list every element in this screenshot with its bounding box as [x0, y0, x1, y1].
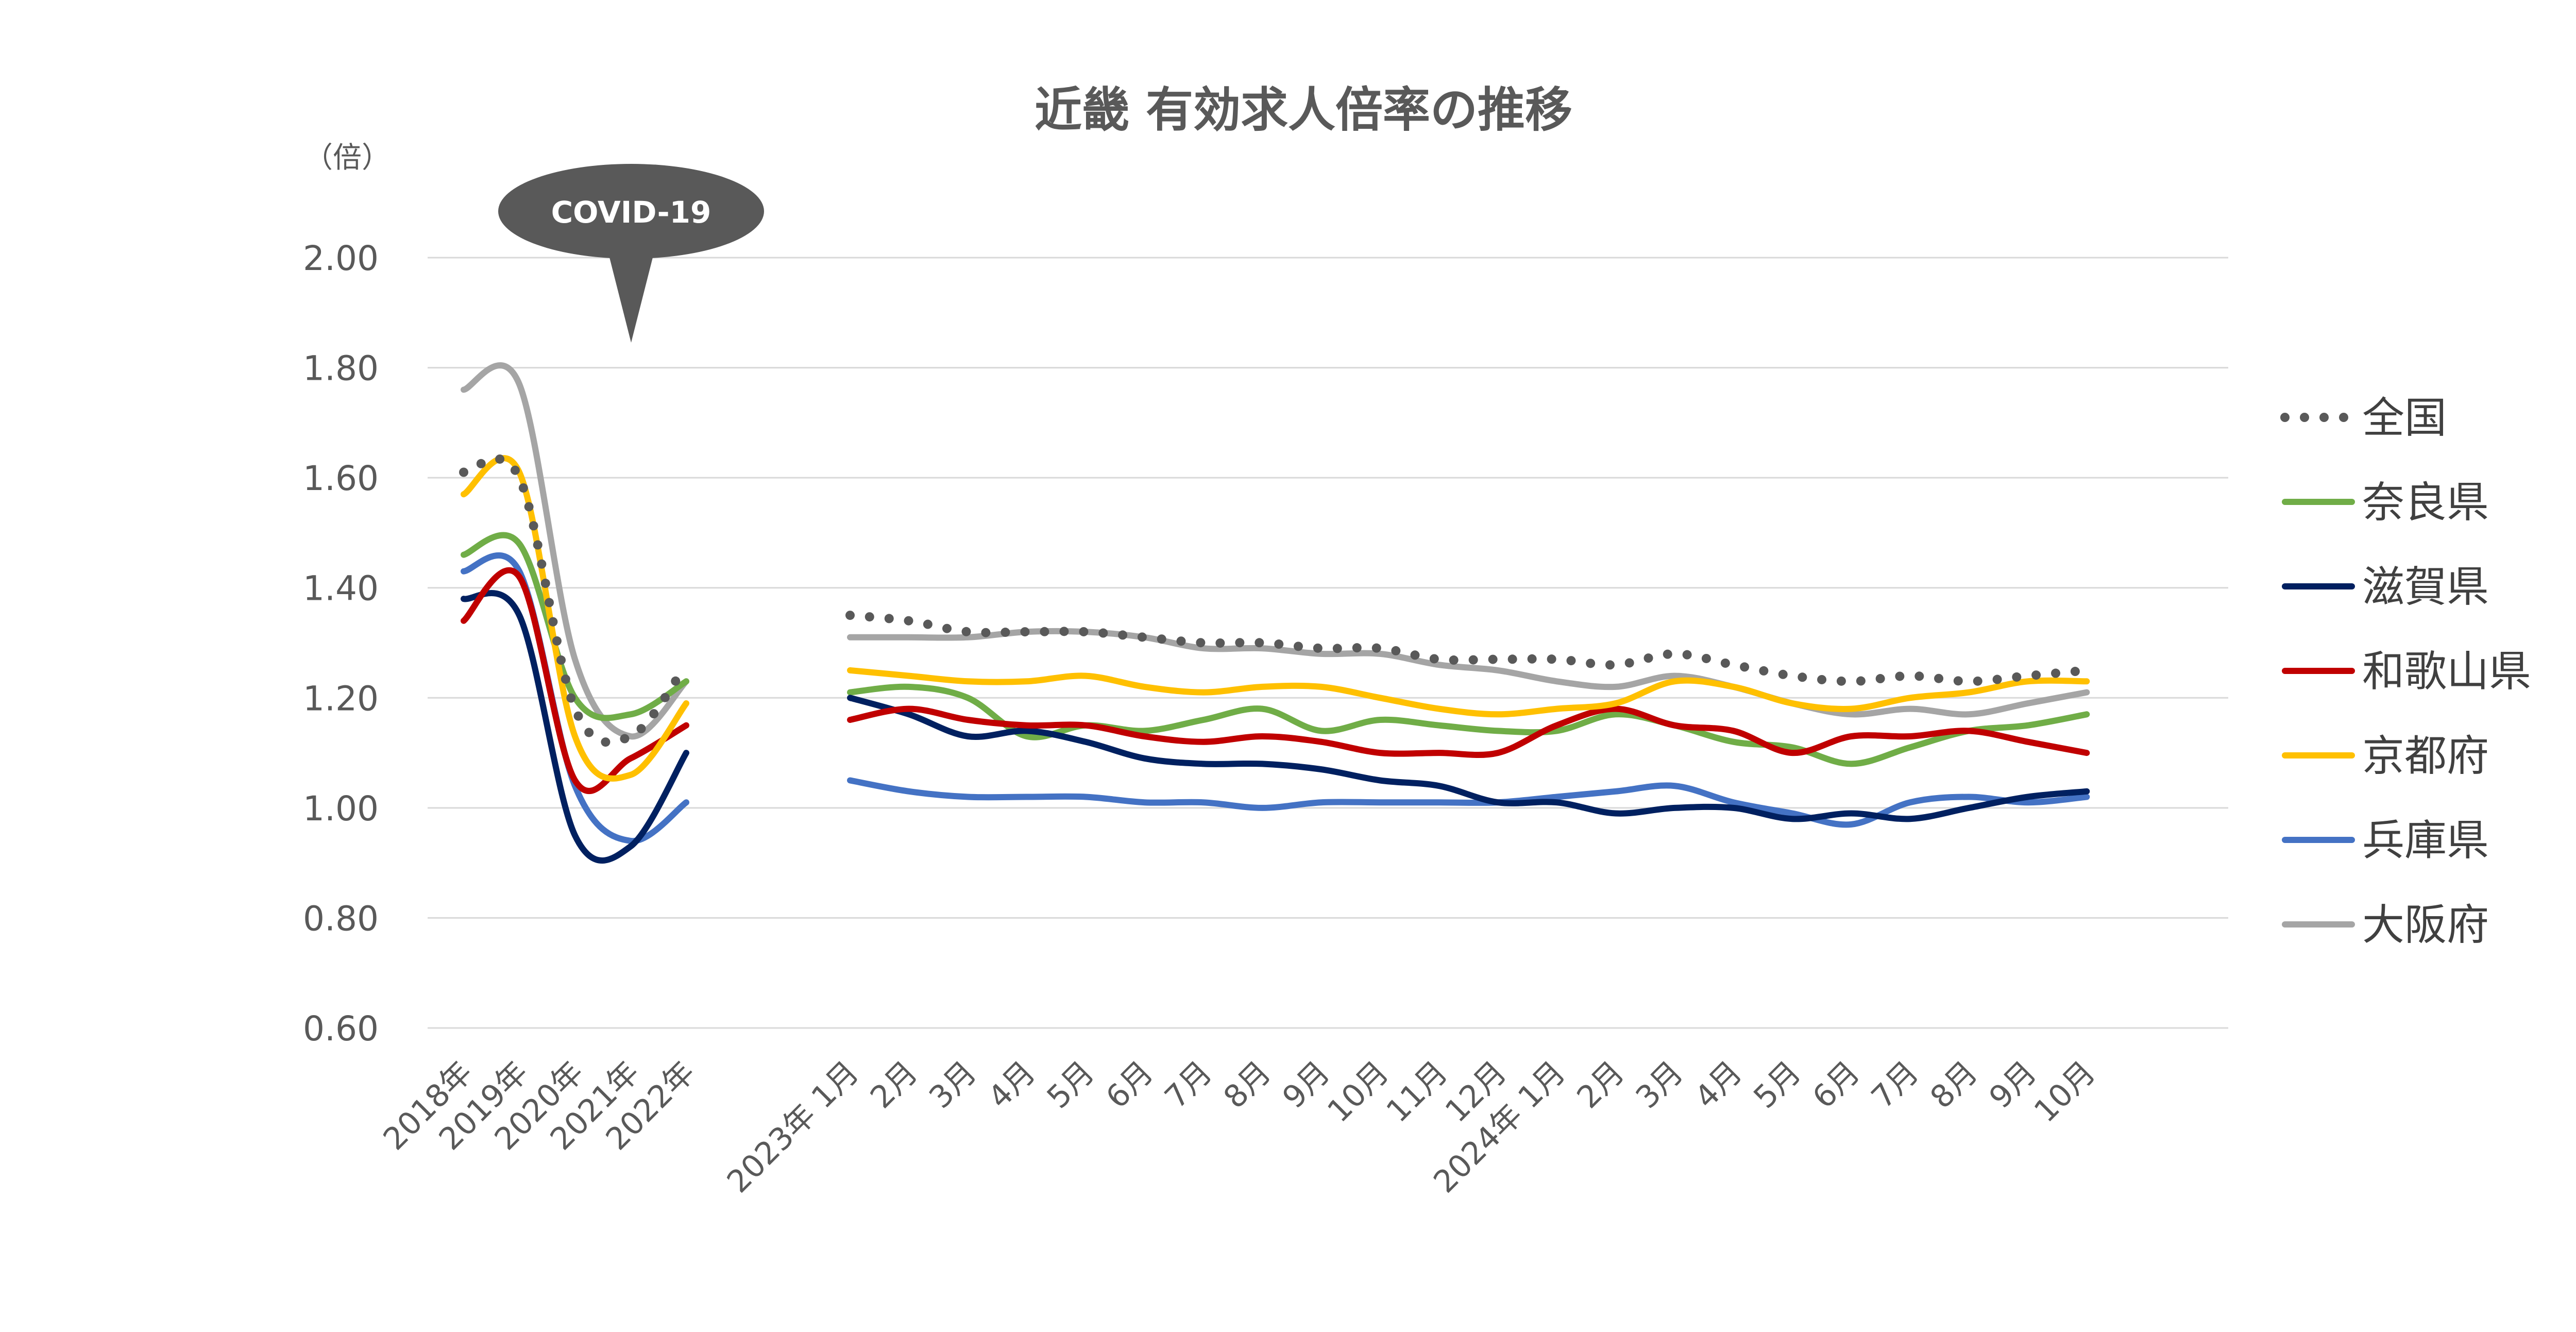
legend-label: 和歌山県	[2362, 647, 2531, 696]
y-tick-label: 1.20	[303, 679, 379, 718]
callout-pointer	[607, 247, 655, 343]
series-0-annual-segment	[459, 454, 691, 747]
y-axis-unit-label: （倍）	[304, 141, 391, 175]
series-4-line	[461, 455, 2090, 782]
series-2-annual-segment	[461, 590, 689, 864]
series-0-monthly-segment	[845, 611, 2092, 686]
series-4-monthly-segment	[847, 667, 2090, 718]
y-tick-label: 0.80	[303, 899, 379, 938]
series-3-annual-segment	[461, 567, 689, 795]
y-tick-label: 2.00	[303, 239, 379, 278]
x-tick-label: 3月	[922, 1054, 984, 1116]
x-tick-label: 6月	[1806, 1054, 1867, 1116]
legend-label: 京都府	[2362, 732, 2489, 781]
y-tick-label: 1.60	[303, 459, 379, 498]
x-tick-label: 7月	[1865, 1054, 1926, 1116]
x-tick-label: 5月	[1747, 1054, 1808, 1116]
series-0-line	[459, 454, 2092, 747]
x-tick-label: 10月	[1320, 1054, 1396, 1129]
legend-item: 奈良県	[2282, 478, 2489, 527]
series-6-annual-segment	[461, 362, 689, 740]
legend-item: 全国	[2280, 394, 2447, 443]
x-tick-label: 2023年 1月	[720, 1054, 866, 1200]
series-1-annual-segment	[461, 532, 689, 721]
x-tick-label: 4月	[981, 1054, 1043, 1116]
x-tick-label: 4月	[1688, 1054, 1749, 1116]
x-tick-label: 3月	[1629, 1054, 1690, 1116]
series-2-monthly-segment	[847, 695, 2090, 822]
x-tick-label: 2月	[1570, 1054, 1632, 1116]
callout-bubble	[498, 164, 764, 259]
callout-label: COVID-19	[551, 195, 711, 230]
series-lines	[459, 362, 2092, 864]
legend-label: 奈良県	[2362, 478, 2489, 527]
x-tick-label: 2月	[863, 1054, 925, 1116]
y-tick-label: 1.00	[303, 789, 379, 829]
series-6-line	[461, 362, 2090, 740]
x-tick-label: 6月	[1099, 1054, 1160, 1116]
legend-label: 滋賀県	[2362, 563, 2489, 612]
legend-item: 兵庫県	[2282, 816, 2489, 865]
chart-title: 近畿 有効求人倍率の推移	[1035, 82, 1572, 138]
y-tick-label: 1.40	[303, 569, 379, 609]
legend-label: 全国	[2362, 394, 2447, 443]
grid-lines	[428, 257, 2228, 1029]
legend-item: 大阪府	[2282, 901, 2489, 950]
legend-label: 兵庫県	[2362, 816, 2489, 865]
series-4-annual-segment	[461, 455, 689, 782]
series-3-line	[461, 567, 2090, 795]
x-tick-label: 11月	[1380, 1054, 1455, 1129]
x-tick-label: 5月	[1040, 1054, 1101, 1116]
series-2-line	[461, 590, 2090, 864]
series-6-monthly-segment	[847, 628, 2090, 718]
covid-19-callout: COVID-19	[498, 164, 764, 343]
legend-item: 和歌山県	[2282, 647, 2531, 696]
x-tick-label: 8月	[1217, 1054, 1278, 1116]
legend-item: 京都府	[2282, 732, 2489, 781]
y-axis-ticks: 2.00 1.80 1.60 1.40 1.20 1.00 0.80 0.60	[303, 239, 379, 1049]
series-3-monthly-segment	[847, 705, 2090, 758]
x-tick-label: 8月	[1923, 1054, 1985, 1116]
legend-item: 滋賀県	[2282, 563, 2489, 612]
y-tick-label: 0.60	[303, 1009, 379, 1049]
legend-label: 大阪府	[2362, 901, 2489, 950]
x-tick-label: 10月	[2027, 1054, 2103, 1129]
y-tick-label: 1.80	[303, 349, 379, 389]
x-tick-label: 7月	[1158, 1054, 1219, 1116]
